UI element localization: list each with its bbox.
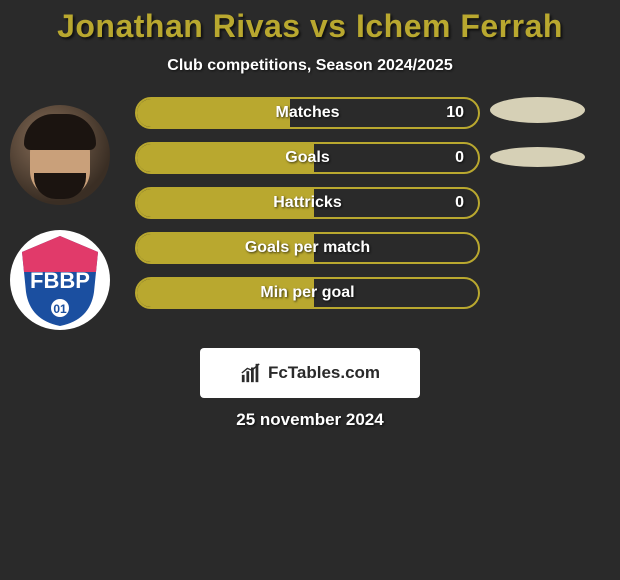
stat-bar-label: Matches — [137, 99, 478, 127]
stat-bar-value: 0 — [455, 144, 464, 172]
stat-bars: Matches10Goals0Hattricks0Goals per match… — [135, 97, 480, 322]
stat-bar: Hattricks0 — [135, 187, 480, 219]
stat-bar-value: 10 — [446, 99, 464, 127]
ellipse-marker — [490, 147, 585, 167]
date-label: 25 november 2024 — [0, 410, 620, 430]
team-badge-icon: FBBP 01 — [10, 230, 110, 330]
chart-area: FBBP 01 Matches10Goals0Hattricks0Goals p… — [0, 105, 620, 365]
stat-bar: Matches10 — [135, 97, 480, 129]
ellipse-marker — [490, 97, 585, 123]
stat-bar: Goals per match — [135, 232, 480, 264]
page-title: Jonathan Rivas vs Ichem Ferrah — [0, 0, 620, 45]
svg-text:01: 01 — [53, 302, 67, 316]
stat-bar-label: Hattricks — [137, 189, 478, 217]
ellipse-group — [490, 97, 585, 195]
watermark: FcTables.com — [200, 348, 420, 398]
stat-bar: Min per goal — [135, 277, 480, 309]
face-icon — [30, 122, 90, 197]
stat-bar-value: 0 — [455, 189, 464, 217]
watermark-text: FcTables.com — [268, 363, 380, 383]
stat-bar: Goals0 — [135, 142, 480, 174]
stat-bar-label: Min per goal — [137, 279, 478, 307]
subtitle: Club competitions, Season 2024/2025 — [0, 57, 620, 75]
chart-icon — [240, 362, 262, 384]
stat-bar-label: Goals — [137, 144, 478, 172]
stat-bar-label: Goals per match — [137, 234, 478, 262]
team-badge: FBBP 01 — [10, 230, 110, 330]
player-avatar — [10, 105, 110, 205]
svg-text:FBBP: FBBP — [30, 268, 90, 293]
root: Jonathan Rivas vs Ichem Ferrah Club comp… — [0, 0, 620, 580]
